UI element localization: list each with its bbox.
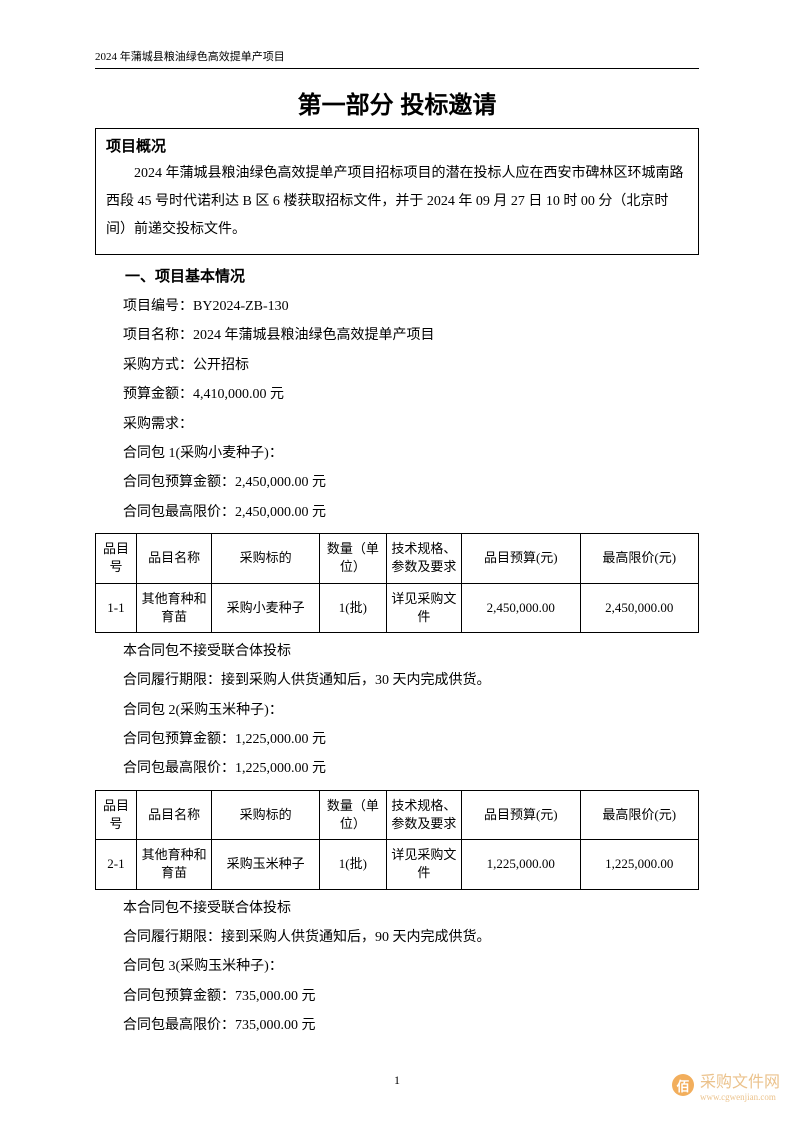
cell-limit: 1,225,000.00: [580, 840, 698, 889]
th-subject: 采购标的: [212, 534, 320, 583]
watermark-icon: 佰: [672, 1074, 694, 1096]
cell-budget: 1,225,000.00: [462, 840, 580, 889]
field-method: 采购方式：公开招标: [123, 351, 699, 380]
th-item-no: 品目号: [96, 534, 137, 583]
th-quantity: 数量（单位）: [319, 534, 386, 583]
overview-title: 项目概况: [106, 135, 688, 156]
cell-item-name: 其他育种和育苗: [136, 583, 211, 632]
cell-quantity: 1(批): [319, 583, 386, 632]
page-header: 2024 年蒲城县粮油绿色高效提单产项目: [95, 48, 699, 69]
table-header-row: 品目号 品目名称 采购标的 数量（单位） 技术规格、参数及要求 品目预算(元) …: [96, 790, 699, 839]
watermark-sub: www.cgwenjian.com: [700, 1092, 780, 1102]
label: 项目名称：: [123, 328, 193, 343]
package1-limit: 合同包最高限价：2,450,000.00 元: [123, 498, 699, 527]
field-project-name: 项目名称：2024 年蒲城县粮油绿色高效提单产项目: [123, 321, 699, 350]
th-budget: 品目预算(元): [462, 790, 580, 839]
th-limit: 最高限价(元): [580, 534, 698, 583]
watermark-text: 采购文件网: [700, 1068, 780, 1092]
watermark-text-wrap: 采购文件网 www.cgwenjian.com: [700, 1068, 780, 1102]
th-item-name: 品目名称: [136, 534, 211, 583]
cell-spec: 详见采购文件: [386, 583, 461, 632]
value: 公开招标: [193, 358, 249, 373]
th-spec: 技术规格、参数及要求: [386, 534, 461, 583]
package3-limit: 合同包最高限价：735,000.00 元: [123, 1011, 699, 1040]
th-subject: 采购标的: [212, 790, 320, 839]
package1-note1: 本合同包不接受联合体投标: [123, 637, 699, 666]
label: 项目编号：: [123, 299, 193, 314]
package2-limit: 合同包最高限价：1,225,000.00 元: [123, 754, 699, 783]
cell-subject: 采购小麦种子: [212, 583, 320, 632]
cell-item-no: 2-1: [96, 840, 137, 889]
overview-text: 2024 年蒲城县粮油绿色高效提单产项目招标项目的潜在投标人应在西安市碑林区环城…: [106, 160, 688, 244]
table-row: 2-1 其他育种和育苗 采购玉米种子 1(批) 详见采购文件 1,225,000…: [96, 840, 699, 889]
cell-item-no: 1-1: [96, 583, 137, 632]
table-package1: 品目号 品目名称 采购标的 数量（单位） 技术规格、参数及要求 品目预算(元) …: [95, 533, 699, 633]
package2-title: 合同包 2(采购玉米种子)：: [123, 696, 699, 725]
th-limit: 最高限价(元): [580, 790, 698, 839]
th-item-name: 品目名称: [136, 790, 211, 839]
th-item-no: 品目号: [96, 790, 137, 839]
package2-budget: 合同包预算金额：1,225,000.00 元: [123, 725, 699, 754]
package2-note2: 合同履行期限：接到采购人供货通知后，90 天内完成供货。: [123, 923, 699, 952]
table-header-row: 品目号 品目名称 采购标的 数量（单位） 技术规格、参数及要求 品目预算(元) …: [96, 534, 699, 583]
th-quantity: 数量（单位）: [319, 790, 386, 839]
table-row: 1-1 其他育种和育苗 采购小麦种子 1(批) 详见采购文件 2,450,000…: [96, 583, 699, 632]
overview-box: 项目概况 2024 年蒲城县粮油绿色高效提单产项目招标项目的潜在投标人应在西安市…: [95, 128, 699, 255]
th-spec: 技术规格、参数及要求: [386, 790, 461, 839]
value: BY2024-ZB-130: [193, 299, 289, 314]
cell-budget: 2,450,000.00: [462, 583, 580, 632]
package2-note1: 本合同包不接受联合体投标: [123, 894, 699, 923]
cell-item-name: 其他育种和育苗: [136, 840, 211, 889]
value: 2024 年蒲城县粮油绿色高效提单产项目: [193, 328, 435, 343]
table-package2: 品目号 品目名称 采购标的 数量（单位） 技术规格、参数及要求 品目预算(元) …: [95, 790, 699, 890]
package3-title: 合同包 3(采购玉米种子)：: [123, 952, 699, 981]
cell-spec: 详见采购文件: [386, 840, 461, 889]
page-title: 第一部分 投标邀请: [95, 85, 699, 120]
field-project-no: 项目编号：BY2024-ZB-130: [123, 292, 699, 321]
field-budget: 预算金额：4,410,000.00 元: [123, 380, 699, 409]
package1-title: 合同包 1(采购小麦种子)：: [123, 439, 699, 468]
package1-note2: 合同履行期限：接到采购人供货通知后，30 天内完成供货。: [123, 666, 699, 695]
package3-budget: 合同包预算金额：735,000.00 元: [123, 982, 699, 1011]
field-requirement: 采购需求：: [123, 410, 699, 439]
th-budget: 品目预算(元): [462, 534, 580, 583]
cell-quantity: 1(批): [319, 840, 386, 889]
cell-limit: 2,450,000.00: [580, 583, 698, 632]
section-title: 一、项目基本情况: [125, 265, 699, 286]
watermark: 佰 采购文件网 www.cgwenjian.com: [672, 1068, 780, 1102]
label: 采购方式：: [123, 358, 193, 373]
label: 预算金额：: [123, 387, 193, 402]
value: 4,410,000.00 元: [193, 387, 284, 402]
cell-subject: 采购玉米种子: [212, 840, 320, 889]
package1-budget: 合同包预算金额：2,450,000.00 元: [123, 468, 699, 497]
